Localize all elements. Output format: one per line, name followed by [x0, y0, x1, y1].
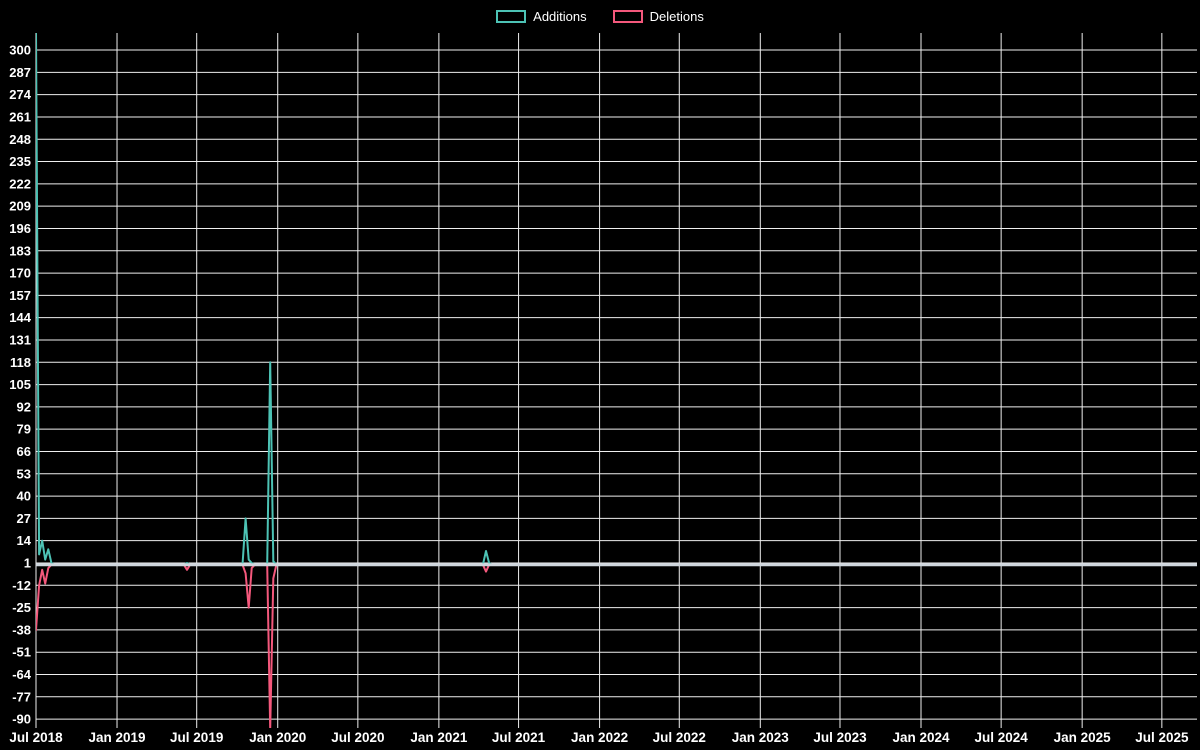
y-axis-tick-label: 196: [9, 221, 31, 236]
y-axis-tick-label: 209: [9, 199, 31, 214]
x-axis-tick-label: Jan 2020: [249, 730, 306, 745]
y-axis-tick-label: 40: [17, 489, 31, 504]
y-axis-tick-label: 14: [17, 533, 32, 548]
y-axis-tick-label: 1: [24, 555, 31, 570]
x-axis-tick-label: Jul 2024: [974, 730, 1028, 745]
additions-swatch-icon: [496, 10, 527, 23]
deletions-swatch-icon: [612, 10, 643, 23]
x-axis-tick-label: Jan 2024: [892, 730, 950, 745]
x-axis-tick-label: Jan 2019: [88, 730, 145, 745]
y-axis-tick-label: 27: [17, 511, 31, 526]
x-axis-tick-label: Jan 2022: [571, 730, 628, 745]
x-axis-tick-label: Jan 2023: [732, 730, 790, 745]
y-axis-tick-label: 170: [9, 266, 31, 281]
x-axis-tick-label: Jul 2025: [1135, 730, 1189, 745]
y-axis-tick-label: 222: [9, 176, 31, 191]
y-axis-tick-label: 287: [9, 65, 31, 80]
y-axis-tick-label: 92: [17, 399, 31, 414]
y-axis-tick-label: 235: [9, 154, 31, 169]
y-axis-tick-label: 183: [9, 243, 31, 258]
y-axis-tick-label: 53: [17, 466, 31, 481]
x-axis-tick-label: Jul 2018: [9, 730, 63, 745]
y-axis-tick-label: -25: [12, 600, 31, 615]
y-axis-tick-label: 300: [9, 43, 31, 58]
x-axis-tick-label: Jul 2020: [331, 730, 384, 745]
y-axis-tick-label: -90: [12, 712, 31, 727]
x-axis-tick-label: Jul 2023: [813, 730, 867, 745]
y-axis-tick-label: -12: [12, 578, 31, 593]
x-axis-labels: Jul 2018 Jan 2019 Jul 2019 Jan 2020 Jul 2020…: [9, 730, 1189, 745]
y-axis-tick-label: 105: [9, 377, 31, 392]
x-axis-tick-label: Jan 2025: [1054, 730, 1112, 745]
legend-item-deletions[interactable]: Deletions: [612, 8, 704, 25]
deletions-line: [36, 563, 1197, 728]
y-axis-tick-label: -38: [12, 622, 31, 637]
y-axis-tick-label: -51: [12, 645, 31, 660]
y-axis-labels: 300 287 274 261 248 235 222 209 196 183 170 157 144 1…: [9, 43, 31, 727]
x-axis-tick-label: Jan 2021: [410, 730, 468, 745]
y-axis-tick-label: 79: [17, 422, 31, 437]
y-axis-tick-label: 66: [17, 444, 31, 459]
y-axis-tick-label: 261: [9, 109, 31, 124]
y-axis-tick-label: 118: [10, 355, 31, 370]
chart-legend: Additions Deletions: [0, 8, 1200, 25]
additions-legend-label: Additions: [533, 9, 587, 24]
y-axis-tick-label: 144: [9, 310, 31, 325]
y-axis-tick-label: 157: [9, 288, 31, 303]
additions-line: [36, 33, 1197, 566]
x-axis-tick-label: Jul 2022: [653, 730, 706, 745]
y-axis-tick-label: 274: [9, 87, 31, 102]
y-axis-tick-label: -77: [12, 689, 31, 704]
y-axis-tick-label: 248: [9, 132, 31, 147]
y-axis-tick-label: -64: [12, 667, 32, 682]
x-axis-tick-label: Jul 2021: [492, 730, 546, 745]
deletions-legend-label: Deletions: [649, 9, 704, 24]
legend-item-additions[interactable]: Additions: [496, 8, 587, 25]
y-axis-tick-label: 131: [9, 332, 31, 347]
x-axis-tick-label: Jul 2019: [170, 730, 223, 745]
gridlines: [35, 33, 1197, 728]
